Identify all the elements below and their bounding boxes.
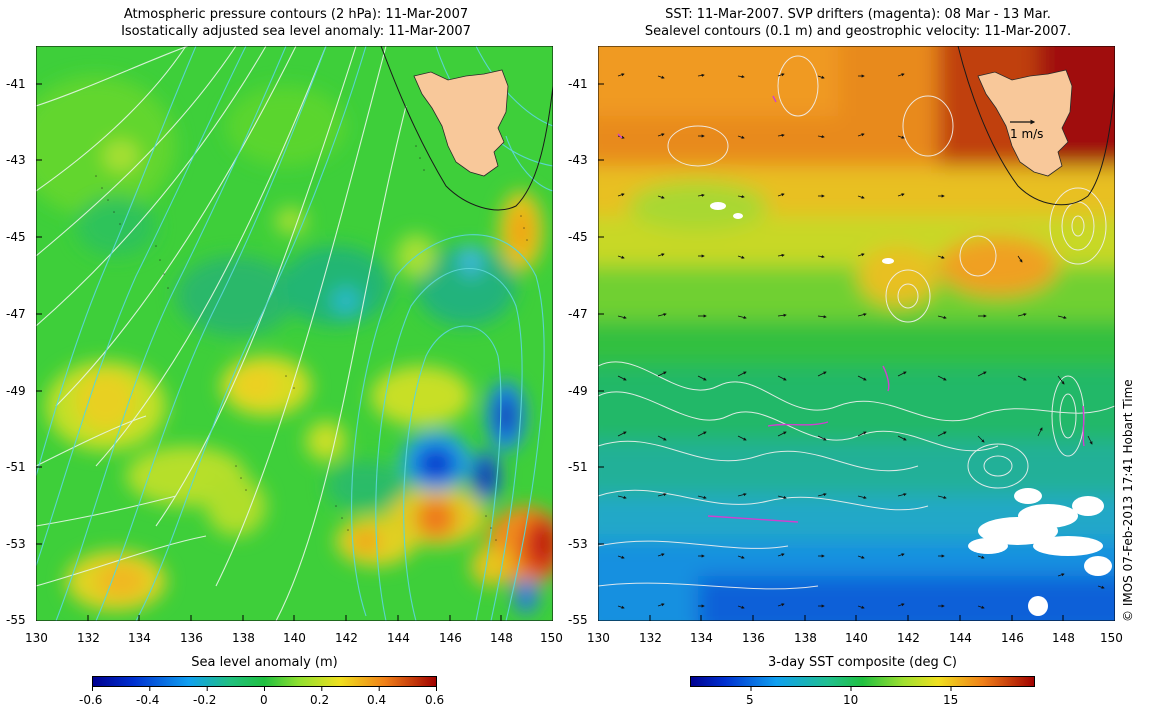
right-xtick-label: 138 [794, 631, 817, 645]
left-cb-tick: -0.4 [136, 693, 160, 707]
left-xtick-label: 136 [180, 631, 203, 645]
left-cb-tick: 0 [260, 693, 268, 707]
left-cb-tick: 0.6 [425, 693, 445, 707]
cloud-mask [710, 202, 1112, 616]
right-ytick-label: -45 [568, 230, 588, 244]
right-xtick-label: 146 [1001, 631, 1024, 645]
left-xtick-label: 150 [540, 631, 563, 645]
left-title-line1: Atmospheric pressure contours (2 hPa): 1… [123, 7, 469, 22]
right-x-ticks [598, 615, 1115, 621]
left-y-ticks [36, 83, 42, 621]
right-cb-tick: 5 [746, 693, 754, 707]
tasmania-land [380, 46, 553, 211]
left-ytick-label: -51 [6, 460, 26, 474]
left-ytick-label: -55 [6, 613, 26, 627]
left-ytick-label: -47 [6, 307, 26, 321]
left-ytick-label: -41 [6, 77, 26, 91]
right-xtick-label: 136 [742, 631, 765, 645]
left-colorbar-label: Sea level anomaly (m) [191, 655, 338, 670]
left-cb-tick: 0.2 [310, 693, 330, 707]
right-ytick-label: -43 [568, 153, 588, 167]
left-xtick-label: 138 [232, 631, 255, 645]
left-xtick-label: 132 [77, 631, 100, 645]
right-colorbar [690, 676, 1035, 691]
left-xtick-label: 142 [335, 631, 358, 645]
left-ytick-label: -45 [6, 230, 26, 244]
right-xtick-label: 142 [897, 631, 920, 645]
left-cb-tick: 0.4 [367, 693, 387, 707]
pressure-contours [36, 46, 407, 621]
left-title-line2: Isostatically adjusted sea level anomaly… [121, 24, 471, 39]
left-xtick-label: 144 [387, 631, 410, 645]
left-xtick-label: 130 [25, 631, 48, 645]
right-xtick-label: 132 [639, 631, 662, 645]
right-ytick-label: -51 [568, 460, 588, 474]
right-ytick-label: -49 [568, 384, 588, 398]
left-xtick-label: 148 [490, 631, 513, 645]
left-ytick-label: -43 [6, 153, 26, 167]
geostrophic-velocity-arrows [617, 73, 1105, 609]
right-xtick-label: 140 [845, 631, 868, 645]
right-xtick-label: 130 [587, 631, 610, 645]
left-xtick-label: 134 [128, 631, 151, 645]
right-cb-tick: 15 [943, 693, 959, 707]
sea-level-contours [36, 46, 553, 621]
right-title-line1: SST: 11-Mar-2007. SVP drifters (magenta)… [665, 7, 1051, 22]
right-title: SST: 11-Mar-2007. SVP drifters (magenta)… [598, 6, 1118, 40]
right-ytick-label: -41 [568, 77, 588, 91]
sla-scatter-dots [95, 145, 528, 541]
left-xtick-label: 146 [439, 631, 462, 645]
right-map: 1 m/s [598, 46, 1115, 621]
right-ytick-label: -55 [568, 613, 588, 627]
credit-text: © IMOS 07-Feb-2013 17:41 Hobart Time [1121, 379, 1135, 622]
left-ytick-label: -53 [6, 537, 26, 551]
right-xtick-label: 134 [690, 631, 713, 645]
right-xtick-label: 150 [1100, 631, 1123, 645]
left-ytick-label: -49 [6, 384, 26, 398]
sla-anomaly-patches [36, 76, 553, 614]
sealevel-contours [598, 55, 1115, 590]
right-title-line2: Sealevel contours (0.1 m) and geostrophi… [644, 24, 1072, 39]
right-ytick-label: -47 [568, 307, 588, 321]
left-x-ticks [36, 615, 553, 621]
left-cb-tick: -0.2 [193, 693, 217, 707]
right-colorbar-label: 3-day SST composite (deg C) [767, 655, 958, 670]
right-cb-tick: 10 [843, 693, 859, 707]
right-y-ticks [598, 83, 604, 621]
tasmania-land-right [957, 46, 1115, 206]
svp-drifter-tracks [617, 95, 1085, 523]
left-xtick-label: 140 [283, 631, 306, 645]
left-title: Atmospheric pressure contours (2 hPa): 1… [36, 6, 556, 40]
right-xtick-label: 144 [949, 631, 972, 645]
left-cb-tick: -0.6 [79, 693, 103, 707]
left-map [36, 46, 553, 621]
left-colorbar [92, 676, 437, 691]
velocity-scale-label: 1 m/s [1010, 127, 1043, 141]
right-xtick-label: 148 [1052, 631, 1075, 645]
right-ytick-label: -53 [568, 537, 588, 551]
